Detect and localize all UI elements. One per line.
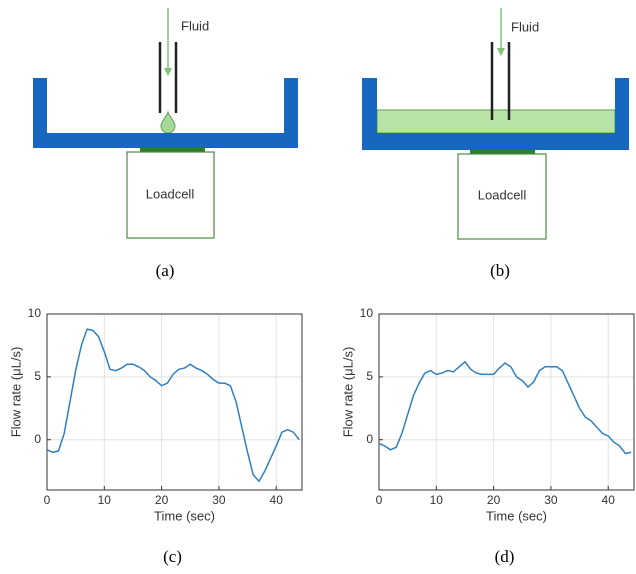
x-axis-label: Time (sec) [154, 508, 215, 523]
y-axis-label: Flow rate (μL/s) [8, 347, 23, 438]
fluid-label: Fluid [181, 18, 209, 33]
pad [470, 150, 535, 154]
arrow-head [164, 68, 172, 76]
caption: (c) [163, 547, 182, 566]
y-tick-label: 5 [34, 369, 41, 383]
data-line [46, 328, 300, 483]
y-axis-label: Flow rate (μL/s) [340, 347, 355, 438]
caption: (b) [490, 261, 510, 280]
y-tick-label: 10 [28, 306, 42, 320]
x-tick-label: 10 [430, 493, 444, 507]
pad [140, 148, 205, 152]
caption: (a) [156, 261, 175, 280]
x-tick-label: 0 [376, 493, 383, 507]
fluid-label: Fluid [511, 19, 539, 34]
loadcell [457, 153, 547, 240]
x-tick-label: 0 [44, 493, 51, 507]
diagram-b: Fluid Loadcell (b) [362, 8, 629, 280]
loadcell [126, 151, 215, 239]
x-tick-label: 20 [155, 493, 169, 507]
y-tick-label: 0 [34, 432, 41, 446]
x-axis-label: Time (sec) [486, 508, 547, 523]
y-tick-label: 10 [360, 306, 374, 320]
y-tick-label: 0 [366, 432, 373, 446]
loadcell-label: Loadcell [478, 187, 527, 202]
axes-frame [46, 313, 303, 491]
plot-area [47, 314, 302, 490]
y-tick-label: 5 [366, 369, 373, 383]
caption: (d) [495, 547, 515, 566]
x-tick-label: 40 [602, 493, 616, 507]
x-tick-label: 30 [544, 493, 558, 507]
diagram-a: Fluid Loadcell (a) [33, 8, 298, 280]
droplet [160, 110, 176, 134]
arrow-head [497, 48, 505, 56]
container [33, 78, 298, 148]
x-tick-label: 30 [212, 493, 226, 507]
data-line [378, 360, 632, 455]
axes-frame [378, 313, 635, 491]
plot-area [379, 314, 634, 490]
fluid [376, 109, 616, 134]
x-tick-label: 10 [98, 493, 112, 507]
x-tick-label: 20 [487, 493, 501, 507]
loadcell-label: Loadcell [146, 186, 195, 201]
container [362, 78, 629, 150]
x-tick-label: 40 [270, 493, 284, 507]
